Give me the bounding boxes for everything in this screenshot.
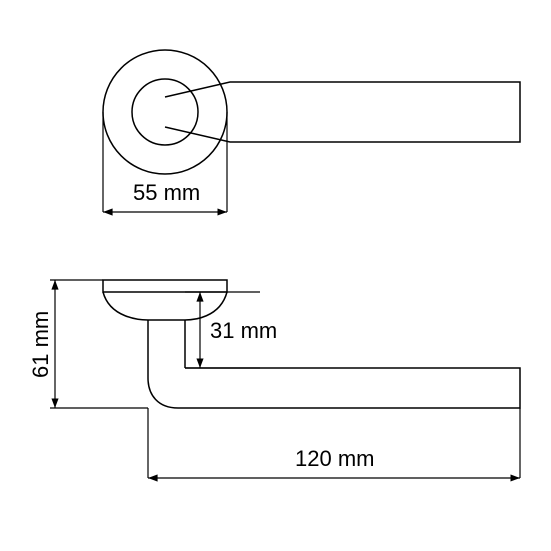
side-view xyxy=(103,280,520,408)
dim-55-label: 55 mm xyxy=(133,180,200,205)
rose-curve xyxy=(103,292,227,320)
rose-plate xyxy=(103,280,227,292)
rose-inner-circle xyxy=(132,79,198,145)
dim-120-label: 120 mm xyxy=(295,446,374,471)
dimension-31mm: 31 mm xyxy=(185,292,277,368)
lever-top-outline xyxy=(165,82,520,142)
dimension-61mm: 61 mm xyxy=(28,280,148,408)
dim-61-label: 61 mm xyxy=(28,311,53,378)
rose-outer-circle xyxy=(103,50,227,174)
technical-drawing: 55 mm 31 mm 61 mm 120 mm xyxy=(0,0,551,551)
dimension-120mm: 120 mm xyxy=(148,408,520,478)
dim-31-label: 31 mm xyxy=(210,318,277,343)
top-view xyxy=(103,50,520,174)
lever-side-outline xyxy=(148,368,520,408)
